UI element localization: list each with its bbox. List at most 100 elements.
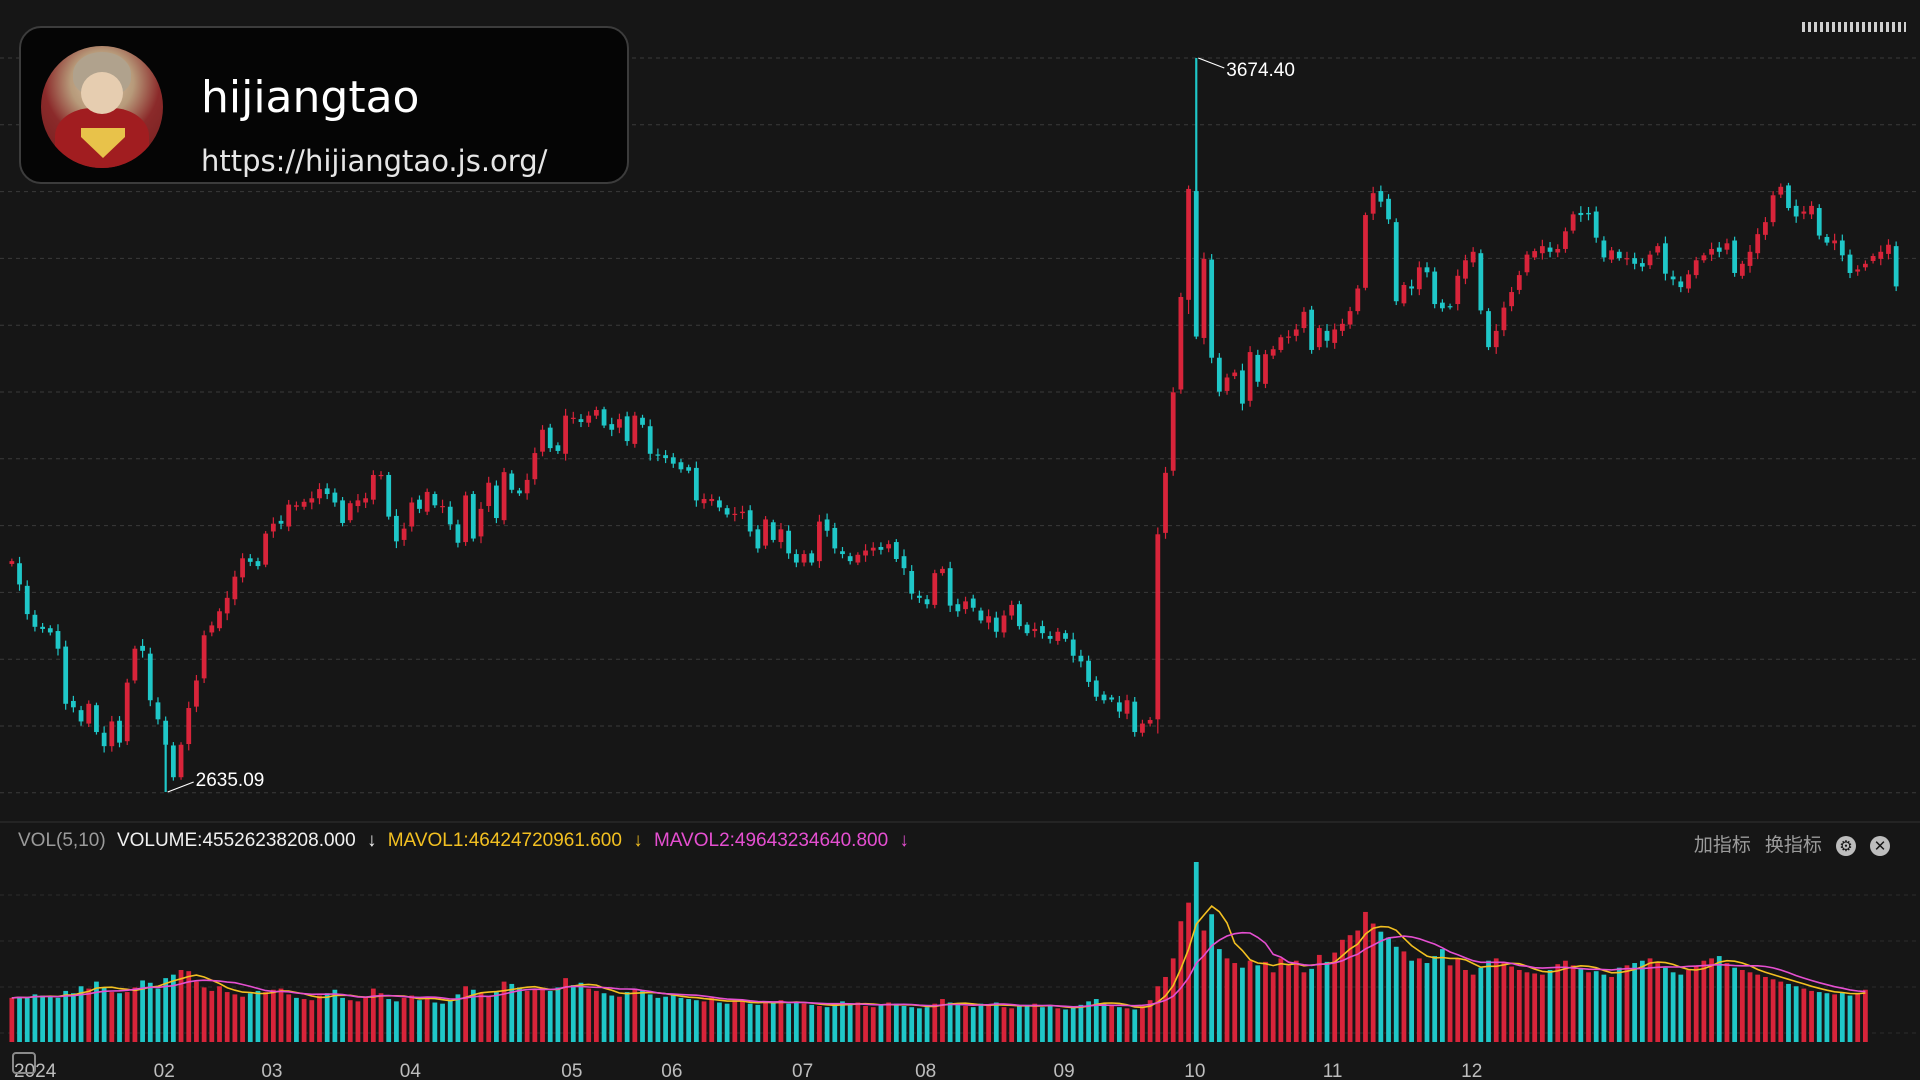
volume-bar: [1386, 937, 1391, 1042]
candle-body: [686, 467, 692, 471]
candle-body: [1316, 328, 1322, 348]
volume-bar: [555, 987, 561, 1042]
close-icon[interactable]: ✕: [1870, 835, 1890, 856]
volume-bar: [647, 994, 653, 1042]
volume-bar: [986, 1004, 991, 1042]
candle-body: [1247, 352, 1253, 401]
candle-body: [363, 498, 369, 503]
candle-body: [1347, 311, 1353, 325]
candle-body: [278, 520, 284, 524]
candle-body: [863, 550, 868, 556]
candle-body: [540, 429, 545, 452]
candle-body: [1109, 697, 1115, 700]
volume-bar: [1578, 968, 1584, 1042]
volume-bar: [140, 980, 145, 1042]
candle-body: [1470, 251, 1476, 263]
volume-bar: [63, 990, 69, 1042]
volume-bar: [1209, 914, 1215, 1042]
candle-body: [1609, 250, 1614, 260]
candle-body: [1839, 240, 1845, 256]
candle-body: [1655, 246, 1661, 253]
candle-body: [78, 710, 84, 722]
volume-bar: [809, 1004, 815, 1042]
candle-body: [724, 508, 730, 515]
gear-icon[interactable]: ⚙: [1835, 835, 1856, 856]
volume-bar: [1732, 967, 1738, 1042]
volume-bar: [901, 1006, 907, 1042]
volume-bar: [286, 994, 292, 1042]
candle-body: [178, 744, 184, 778]
volume-bar: [1555, 964, 1561, 1042]
candle-body: [563, 415, 568, 454]
candle-body: [1240, 370, 1245, 404]
volume-bar: [1786, 983, 1791, 1042]
volume-bar: [363, 996, 369, 1042]
volume-bar: [1532, 973, 1538, 1042]
volume-bar: [301, 999, 307, 1042]
profile-url[interactable]: https://hijiangtao.js.org/: [201, 144, 548, 178]
volume-bar: [678, 997, 684, 1042]
candle-body: [1032, 628, 1038, 632]
candle-body: [1324, 330, 1330, 341]
volume-bar: [847, 1003, 853, 1042]
add-indicator-button[interactable]: 加指标: [1693, 834, 1751, 856]
volume-bar: [547, 990, 553, 1042]
x-tick-label: 12: [1461, 1061, 1482, 1080]
volume-bar: [24, 997, 30, 1042]
volume-bar: [1170, 958, 1176, 1042]
candle-body: [1801, 211, 1807, 214]
candle-body: [1493, 330, 1499, 348]
candle-body: [1763, 222, 1768, 235]
candle-body: [1201, 258, 1207, 338]
candle-body: [1140, 723, 1145, 733]
candle-body: [94, 705, 99, 733]
volume-bar: [840, 1001, 845, 1042]
candle-body: [470, 494, 476, 539]
candle-body: [378, 474, 384, 477]
candle-body: [1647, 254, 1653, 266]
candle-body: [163, 720, 169, 745]
candle-body: [1086, 660, 1091, 682]
candle-body: [1455, 275, 1461, 305]
volume-bar: [1647, 958, 1653, 1042]
candle-body: [1209, 259, 1215, 358]
volume-bar: [855, 1002, 861, 1042]
volume-bar: [455, 994, 461, 1042]
candle-body: [1070, 639, 1076, 656]
change-indicator-button[interactable]: 换指标: [1764, 834, 1822, 856]
volume-bar: [178, 970, 184, 1042]
volume-indicator-title[interactable]: VOL(5,10): [18, 830, 106, 851]
extreme-labels: 3674.40 2635.09: [167, 57, 1295, 793]
candle-body: [893, 542, 899, 560]
candle-body: [1747, 251, 1753, 266]
volume-bar: [1455, 958, 1461, 1042]
candle-body: [1855, 269, 1861, 272]
candle-body: [194, 680, 199, 707]
volume-bar: [1024, 1004, 1030, 1042]
volume-bar: [1432, 956, 1438, 1042]
volume-bar: [1155, 986, 1161, 1042]
x-tick-label: 05: [561, 1061, 582, 1080]
volume-bar: [655, 997, 661, 1042]
collapse-icon[interactable]: [12, 1052, 36, 1074]
candle-body: [1001, 615, 1007, 633]
candle-body: [1424, 267, 1430, 273]
volume-bar: [355, 1001, 361, 1042]
volume-bar: [109, 992, 115, 1042]
volume-bar: [870, 1007, 876, 1042]
candle-body: [155, 702, 161, 720]
candle-body: [317, 489, 322, 499]
candle-body: [1432, 271, 1438, 305]
candle-body: [1170, 392, 1176, 471]
candle-body: [824, 519, 830, 531]
candle-body: [670, 457, 676, 464]
candle-body: [309, 498, 315, 503]
candle-body: [1439, 302, 1445, 309]
volume-bar: [517, 987, 522, 1042]
volume-bar: [478, 993, 484, 1042]
volume-bar: [801, 1003, 807, 1042]
candle-body: [1709, 248, 1714, 255]
volume-bar: [417, 1000, 422, 1042]
candle-body: [124, 682, 130, 742]
